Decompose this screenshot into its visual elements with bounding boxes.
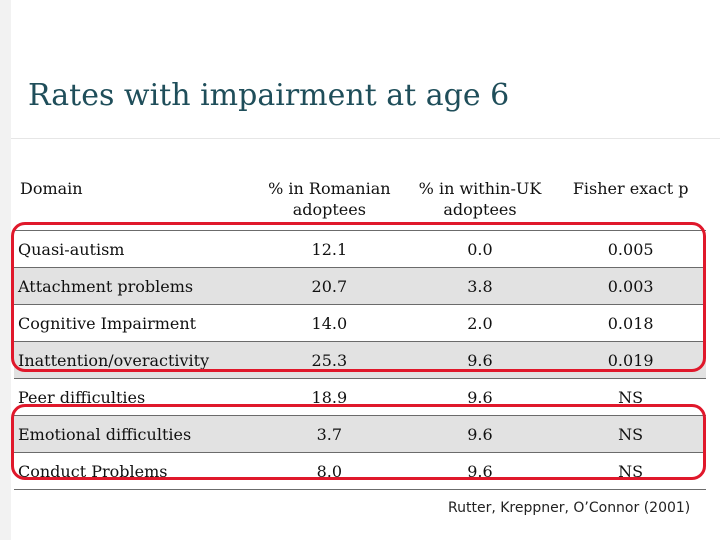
- cell-romanian: 20.7: [254, 267, 405, 305]
- table-row: Conduct Problems 8.0 9.6 NS: [14, 452, 706, 490]
- cell-p: 0.005: [555, 230, 706, 268]
- cell-romanian: 3.7: [254, 415, 405, 453]
- cell-uk: 0.0: [404, 230, 556, 268]
- title-divider: [11, 138, 720, 139]
- cell-domain: Emotional difficulties: [14, 415, 254, 453]
- table-row: Cognitive Impairment 14.0 2.0 0.018: [14, 304, 706, 342]
- cell-uk: 2.0: [404, 304, 556, 342]
- cell-p: NS: [555, 415, 706, 453]
- cell-uk: 3.8: [404, 267, 556, 305]
- cell-domain: Conduct Problems: [14, 452, 254, 490]
- cell-romanian: 25.3: [254, 341, 405, 379]
- cell-romanian: 18.9: [254, 378, 405, 416]
- cell-uk: 9.6: [404, 378, 556, 416]
- table-row: Inattention/overactivity 25.3 9.6 0.019: [14, 341, 706, 379]
- cell-romanian: 14.0: [254, 304, 405, 342]
- cell-romanian: 12.1: [254, 230, 405, 268]
- table-row: Emotional difficulties 3.7 9.6 NS: [14, 415, 706, 453]
- cell-p: NS: [555, 378, 706, 416]
- table-row: Peer difficulties 18.9 9.6 NS: [14, 378, 706, 416]
- header-domain: Domain: [14, 172, 254, 231]
- cell-p: 0.018: [555, 304, 706, 342]
- table-header-row: Domain % in Romanian adoptees % in withi…: [14, 172, 706, 231]
- header-romanian: % in Romanian adoptees: [254, 172, 405, 231]
- cell-p: 0.019: [555, 341, 706, 379]
- citation: Rutter, Kreppner, O’Connor (2001): [448, 500, 691, 516]
- header-fisher-p: Fisher exact p: [555, 172, 706, 231]
- slide-left-bar: [0, 0, 11, 540]
- cell-p: NS: [555, 452, 706, 490]
- slide-title: Rates with impairment at age 6: [28, 78, 510, 113]
- header-uk: % in within-UK adoptees: [404, 172, 556, 231]
- table-row: Quasi-autism 12.1 0.0 0.005: [14, 230, 706, 268]
- cell-romanian: 8.0: [254, 452, 405, 490]
- cell-uk: 9.6: [404, 341, 556, 379]
- cell-domain: Cognitive Impairment: [14, 304, 254, 342]
- table-row: Attachment problems 20.7 3.8 0.003: [14, 267, 706, 305]
- cell-uk: 9.6: [404, 415, 556, 453]
- cell-domain: Peer difficulties: [14, 378, 254, 416]
- cell-domain: Inattention/overactivity: [14, 341, 254, 379]
- cell-domain: Attachment problems: [14, 267, 254, 305]
- cell-p: 0.003: [555, 267, 706, 305]
- cell-domain: Quasi-autism: [14, 230, 254, 268]
- impairment-table: Domain % in Romanian adoptees % in withi…: [14, 172, 706, 490]
- cell-uk: 9.6: [404, 452, 556, 490]
